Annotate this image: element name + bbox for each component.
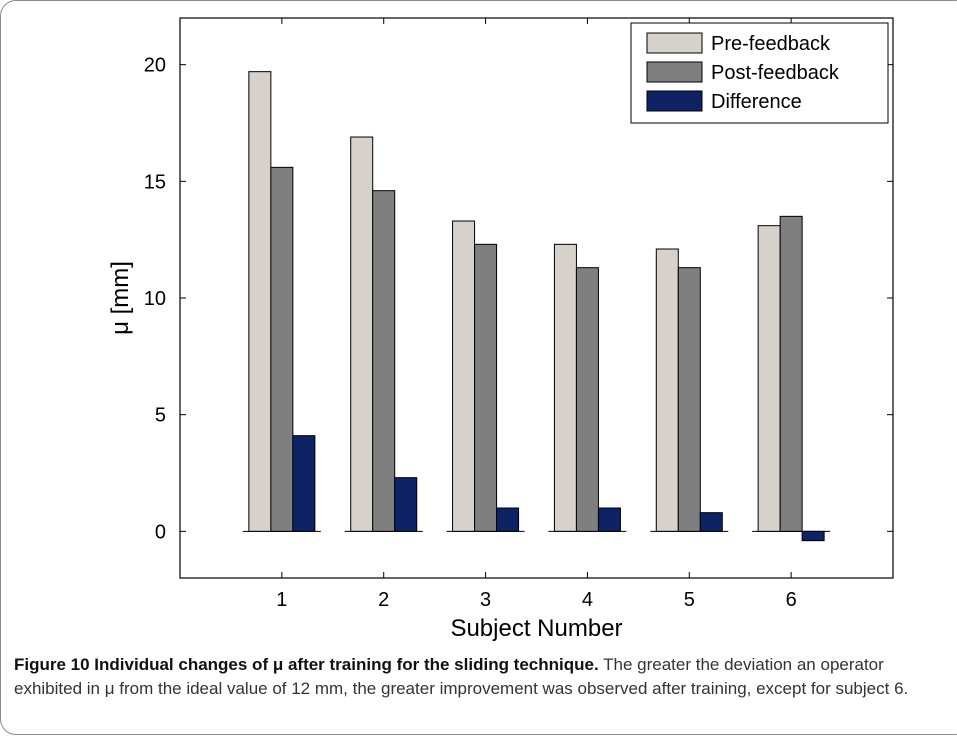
legend: Pre-feedback Post-feedback Difference: [630, 22, 889, 124]
x-axis-label: Subject Number: [450, 615, 622, 642]
bar-post-feedback-subject-5: [677, 267, 701, 532]
y-tick-label: 10: [144, 288, 166, 310]
bar-post-feedback-subject-2: [372, 190, 396, 532]
x-tick-label: 6: [786, 589, 797, 611]
bar-post-feedback-subject-1: [270, 166, 294, 532]
bar-difference-subject-2: [394, 477, 418, 532]
legend-swatch-difference: [646, 90, 703, 112]
bar-pre-feedback-subject-3: [452, 220, 476, 532]
legend-label: Difference: [711, 91, 802, 113]
bar-chart: 0 5 10 15 20 1 2 3 4 5 6 Subject Number μ [mm] Pre…: [107, 17, 894, 642]
legend-swatch-pre-feedback: [646, 32, 703, 54]
x-tick-label: 2: [378, 589, 389, 611]
x-tick-label: 1: [276, 589, 287, 611]
caption-text: The greater the deviation an operator ex…: [14, 655, 909, 698]
bar-difference-subject-4: [597, 507, 621, 532]
bar-difference-subject-5: [699, 512, 723, 532]
x-tick-label: 5: [684, 589, 695, 611]
bars-layer: [242, 71, 831, 542]
bar-pre-feedback-subject-1: [248, 71, 272, 532]
bar-difference-subject-1: [292, 435, 316, 532]
bar-pre-feedback-subject-5: [655, 248, 679, 532]
y-tick-label: 0: [155, 521, 166, 543]
y-axis-label: μ [mm]: [107, 261, 134, 335]
bar-post-feedback-subject-4: [575, 267, 599, 532]
bar-difference-subject-3: [496, 507, 520, 532]
x-tick-label: 4: [582, 589, 593, 611]
legend-label: Post-feedback: [711, 62, 840, 84]
y-tick-label: 20: [144, 55, 166, 77]
bar-post-feedback-subject-3: [474, 243, 498, 532]
y-tick-label: 15: [144, 171, 166, 193]
bar-post-feedback-subject-6: [779, 215, 803, 532]
figure-caption: Figure 10 Individual changes of μ after …: [14, 653, 949, 701]
bar-pre-feedback-subject-2: [350, 136, 374, 532]
x-tick-label: 3: [480, 589, 491, 611]
caption-title: Figure 10 Individual changes of μ after …: [14, 655, 599, 674]
y-tick-label: 5: [155, 405, 166, 427]
bar-difference-subject-6: [801, 530, 825, 542]
bar-pre-feedback-subject-4: [553, 243, 577, 532]
bar-pre-feedback-subject-6: [757, 225, 781, 532]
legend-label: Pre-feedback: [711, 33, 831, 55]
ticks-layer: 0 5 10 15 20 1 2 3 4 5 6: [144, 18, 893, 611]
legend-swatch-post-feedback: [646, 61, 703, 83]
